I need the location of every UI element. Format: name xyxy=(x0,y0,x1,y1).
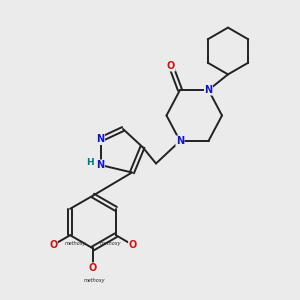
Text: N: N xyxy=(176,136,184,146)
Text: H: H xyxy=(86,158,94,167)
Text: O: O xyxy=(49,240,57,250)
Text: O: O xyxy=(89,263,97,273)
Text: N: N xyxy=(204,85,213,95)
Text: methoxy: methoxy xyxy=(100,241,122,246)
Text: N: N xyxy=(96,160,105,170)
Text: methoxy: methoxy xyxy=(64,241,86,246)
Text: O: O xyxy=(129,240,137,250)
Text: methoxy: methoxy xyxy=(84,278,105,284)
Text: O: O xyxy=(167,61,175,71)
Text: N: N xyxy=(96,134,105,145)
